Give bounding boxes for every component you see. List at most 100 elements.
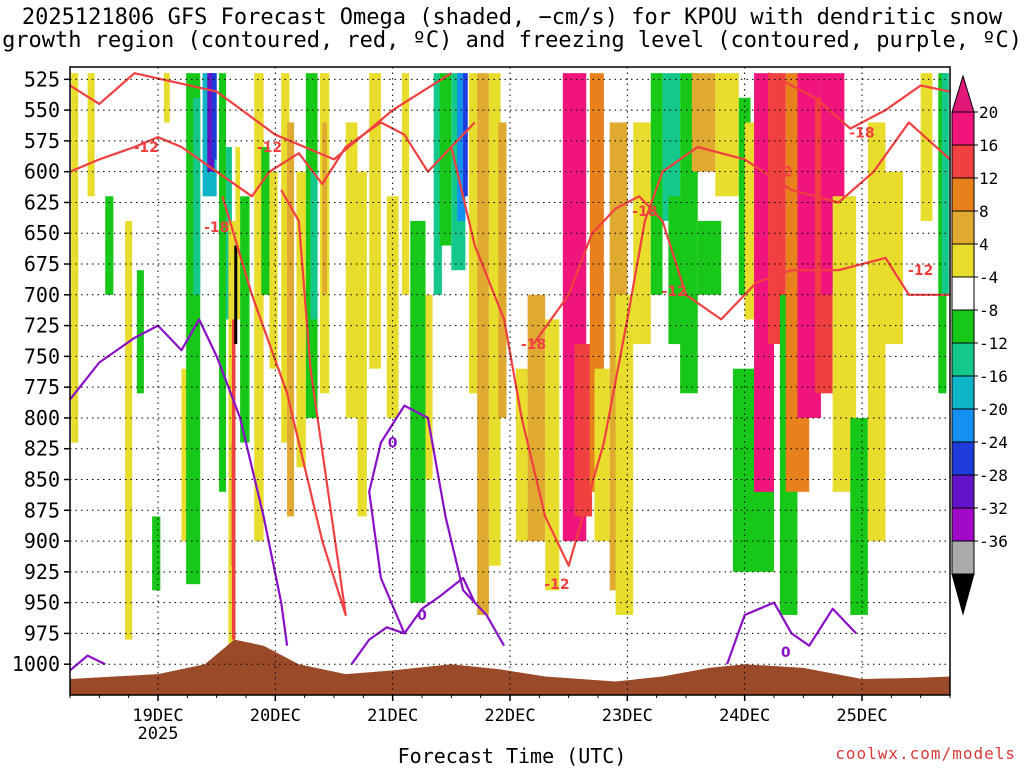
omega-shade-cell bbox=[231, 319, 236, 640]
colorbar-label: -36 bbox=[979, 532, 1008, 551]
colorbar-swatch bbox=[951, 342, 975, 377]
red-contour-upper bbox=[70, 121, 476, 198]
y-tick-label: 550 bbox=[24, 98, 60, 122]
contour-label: -12 bbox=[257, 140, 282, 156]
y-tick-label: 975 bbox=[24, 621, 60, 645]
colorbar-swatch bbox=[951, 177, 975, 212]
y-tick-label: 625 bbox=[24, 190, 60, 214]
colorbar-swatch bbox=[951, 144, 975, 179]
purple-contour-bottom-left bbox=[70, 654, 106, 672]
colorbar-swatch bbox=[951, 309, 975, 344]
omega-shade-cell bbox=[193, 97, 201, 295]
omega-shade-cell bbox=[125, 220, 133, 640]
colorbar-swatch bbox=[951, 375, 975, 410]
omega-shade-cell bbox=[219, 73, 227, 492]
chart-title: 2025121806 GFS Forecast Omega (shaded, −… bbox=[0, 6, 1024, 52]
omega-shade-cell bbox=[254, 73, 264, 542]
x-tick-label: 24DEC bbox=[719, 706, 770, 726]
colorbar-label: 16 bbox=[979, 136, 998, 155]
title-line-1: 2025121806 GFS Forecast Omega (shaded, −… bbox=[21, 5, 1003, 30]
colorbar-label: 12 bbox=[979, 169, 998, 188]
y-tick-label: 750 bbox=[24, 344, 60, 368]
colorbar: 20 16 12 8 4 -4 -8 -12 -16 -20 -24 -28 -32 -36 bbox=[951, 74, 1008, 616]
y-tick-label: 675 bbox=[24, 252, 60, 276]
colorbar-label: -20 bbox=[979, 400, 1008, 419]
omega-shade-cell bbox=[228, 220, 236, 652]
purple-contour-mid-lower bbox=[403, 576, 476, 635]
y-tick-label: 825 bbox=[24, 437, 60, 461]
omega-shade-cell bbox=[488, 73, 501, 566]
colorbar-label: -12 bbox=[979, 334, 1008, 353]
omega-shade-cell bbox=[920, 73, 933, 221]
contour-lines bbox=[70, 72, 950, 672]
omega-shade-cell bbox=[594, 368, 610, 542]
omega-shade-cell bbox=[545, 319, 560, 591]
y-tick-label: 850 bbox=[24, 468, 60, 492]
colorbar-bottom-arrow bbox=[951, 573, 975, 616]
contour-label: 0 bbox=[781, 645, 791, 661]
omega-shade-cell bbox=[369, 73, 381, 369]
colorbar-swatch bbox=[951, 210, 975, 245]
omega-shade-cell bbox=[240, 196, 250, 443]
omega-shade-cell bbox=[136, 270, 144, 394]
x-tick-label: 22DEC bbox=[484, 706, 535, 726]
x-tick-sublabel: 2025 bbox=[138, 724, 179, 744]
omega-shade-cell bbox=[715, 73, 739, 197]
y-tick-label: 775 bbox=[24, 375, 60, 399]
omega-shade-cell bbox=[515, 368, 528, 542]
x-tick-label: 21DEC bbox=[367, 706, 418, 726]
colorbar-swatch bbox=[951, 276, 975, 311]
colorbar-label: -8 bbox=[979, 301, 998, 320]
y-tick-label: 575 bbox=[24, 129, 60, 153]
red-contour-top bbox=[70, 72, 452, 161]
contour-label: -12 bbox=[908, 263, 933, 279]
colorbar-swatch bbox=[951, 507, 975, 542]
colorbar-label: -32 bbox=[979, 499, 1008, 518]
omega-shade-cell bbox=[425, 294, 433, 480]
y-tick-label: 875 bbox=[24, 498, 60, 522]
omega-shade-cell bbox=[71, 73, 79, 443]
omega-shade-cell bbox=[87, 73, 95, 197]
contour-label: -18 bbox=[632, 204, 657, 220]
contour-label: -12 bbox=[662, 284, 687, 300]
contour-label: -18 bbox=[204, 220, 229, 236]
contour-label: -12 bbox=[544, 577, 569, 593]
contour-label: -18 bbox=[521, 337, 546, 353]
omega-shade-cell bbox=[463, 73, 468, 197]
y-tick-label: 925 bbox=[24, 560, 60, 584]
colorbar-label: 20 bbox=[979, 103, 998, 122]
x-axis-label: Forecast Time (UTC) bbox=[397, 744, 627, 768]
omega-shade-cell bbox=[287, 122, 295, 517]
omega-shade-cell bbox=[322, 122, 327, 295]
contour-label: -12 bbox=[767, 165, 792, 181]
colorbar-label: -4 bbox=[979, 268, 998, 287]
contour-label: -12 bbox=[134, 140, 159, 156]
omega-shade-cell bbox=[468, 73, 478, 394]
y-tick-label: 725 bbox=[24, 314, 60, 338]
red-contour-loop bbox=[221, 189, 347, 617]
omega-shade-cell bbox=[457, 73, 466, 221]
colorbar-label: 8 bbox=[979, 202, 989, 221]
omega-shade-cell bbox=[885, 171, 904, 345]
omega-shade-cell bbox=[668, 196, 692, 345]
colorbar-swatch bbox=[951, 540, 975, 575]
omega-shade-cell bbox=[345, 122, 358, 418]
title-line-2: growth region (contoured, red, ºC) and f… bbox=[2, 28, 1022, 53]
red-contour-lower bbox=[450, 121, 950, 567]
y-tick-label: 700 bbox=[24, 283, 60, 307]
omega-shade-cell bbox=[867, 122, 886, 542]
omega-shade-cell bbox=[281, 73, 290, 443]
contour-label: 0 bbox=[417, 608, 427, 624]
omega-shade-cell bbox=[310, 171, 318, 320]
colorbar-top-arrow bbox=[951, 74, 975, 113]
red-contour-right bbox=[767, 72, 950, 130]
omega-shade-cell bbox=[386, 196, 399, 418]
purple-contour-mid bbox=[350, 404, 506, 665]
omega-shade-cell bbox=[615, 294, 634, 615]
omega-shade-cell bbox=[105, 196, 114, 295]
omega-shade-cell bbox=[163, 73, 170, 123]
colorbar-label: -16 bbox=[979, 367, 1008, 386]
y-tick-label: 900 bbox=[24, 529, 60, 553]
